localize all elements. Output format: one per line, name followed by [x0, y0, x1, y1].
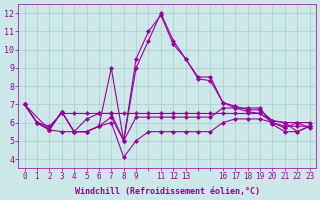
X-axis label: Windchill (Refroidissement éolien,°C): Windchill (Refroidissement éolien,°C) — [75, 187, 260, 196]
